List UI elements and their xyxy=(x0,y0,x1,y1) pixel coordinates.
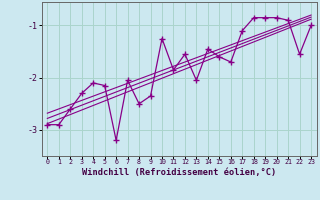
X-axis label: Windchill (Refroidissement éolien,°C): Windchill (Refroidissement éolien,°C) xyxy=(82,168,276,177)
